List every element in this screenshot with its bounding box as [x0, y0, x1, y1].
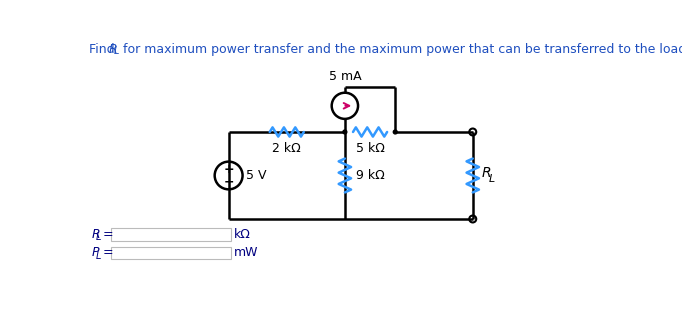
- Text: 5 kΩ: 5 kΩ: [355, 142, 385, 155]
- Text: 5 V: 5 V: [246, 169, 266, 182]
- Text: =: =: [102, 246, 113, 259]
- Text: −: −: [224, 175, 234, 188]
- Circle shape: [394, 130, 397, 134]
- FancyBboxPatch shape: [110, 228, 231, 241]
- Text: 9 kΩ: 9 kΩ: [356, 169, 385, 182]
- Text: L: L: [114, 46, 119, 56]
- Text: R: R: [108, 43, 117, 56]
- Text: mW: mW: [234, 246, 258, 259]
- Text: kΩ: kΩ: [234, 228, 251, 241]
- Text: P: P: [91, 246, 99, 259]
- Text: for maximum power transfer and the maximum power that can be transferred to the : for maximum power transfer and the maxim…: [119, 43, 682, 56]
- Text: R: R: [91, 228, 100, 241]
- Text: L: L: [96, 232, 102, 243]
- Circle shape: [343, 130, 347, 134]
- Text: L: L: [96, 251, 102, 261]
- Text: 5 mA: 5 mA: [329, 70, 361, 83]
- Text: R: R: [482, 166, 492, 180]
- Text: =: =: [102, 228, 113, 241]
- Text: L: L: [488, 174, 494, 184]
- Text: Find: Find: [89, 43, 119, 56]
- Text: +: +: [223, 163, 234, 176]
- FancyBboxPatch shape: [110, 247, 231, 259]
- Text: 2 kΩ: 2 kΩ: [272, 142, 301, 155]
